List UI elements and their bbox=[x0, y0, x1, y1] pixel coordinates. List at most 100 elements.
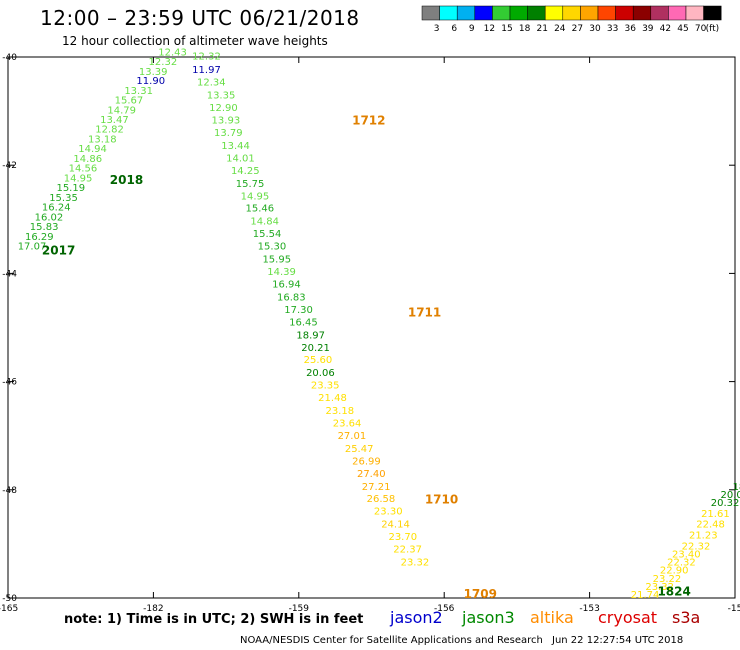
wave-height-value: 21.61 bbox=[701, 509, 730, 520]
wave-height-value: 23.35 bbox=[311, 381, 340, 392]
wave-height-value: 12.34 bbox=[197, 78, 226, 89]
legend-label: 42 bbox=[660, 24, 671, 34]
wave-height-value: 27.01 bbox=[338, 431, 367, 442]
lon-label: -15 bbox=[728, 604, 740, 614]
legend-label: 30 bbox=[589, 24, 601, 34]
wave-height-value: 20.06 bbox=[306, 368, 335, 379]
wave-height-value: 14.94 bbox=[78, 144, 107, 155]
lon-label: -165 bbox=[0, 604, 18, 614]
wave-height-value: 12.32 bbox=[192, 52, 221, 63]
wave-height-value: 15.95 bbox=[262, 255, 291, 266]
lat-label: -44 bbox=[2, 269, 17, 279]
altimeter-track: 12.4312.3213.3911.9013.3115.6714.7913.47… bbox=[18, 47, 187, 257]
lat-label: -46 bbox=[2, 378, 17, 388]
wave-height-value: 23.32 bbox=[401, 558, 430, 569]
legend-label: 9 bbox=[469, 24, 475, 34]
wave-height-value: 14.56 bbox=[69, 164, 98, 175]
wave-height-value: 16.83 bbox=[277, 292, 306, 303]
wave-height-value: 12.90 bbox=[209, 103, 238, 114]
wave-height-value: 20.09 bbox=[720, 490, 740, 501]
units-note: note: 1) Time is in UTC; 2) SWH is in fe… bbox=[64, 612, 364, 627]
wave-height-value: 11.90 bbox=[136, 76, 165, 87]
wave-height-value: 23.64 bbox=[333, 419, 362, 430]
wave-height-value: 15.46 bbox=[245, 204, 274, 215]
satellite-label-jason2: jason2 bbox=[390, 608, 443, 627]
credit-line: NOAA/NESDIS Center for Satellite Applica… bbox=[240, 635, 543, 646]
generated-timestamp: Jun 22 12:27:54 UTC 2018 bbox=[552, 635, 684, 646]
wave-height-value: 15.19 bbox=[56, 183, 85, 194]
wave-height-value: 14.01 bbox=[226, 153, 255, 164]
legend-label: 24 bbox=[554, 24, 566, 34]
cycle-label: 2017 bbox=[42, 243, 75, 257]
wave-height-value: 16.29 bbox=[25, 232, 54, 243]
wave-height-value: 13.35 bbox=[207, 91, 236, 102]
legend-label: 33 bbox=[607, 24, 618, 34]
wave-height-value: 20.32 bbox=[711, 498, 740, 509]
wave-height-value: 15.35 bbox=[49, 193, 78, 204]
map-frame bbox=[7, 56, 736, 599]
wave-height-value: 18.97 bbox=[296, 330, 325, 341]
wave-height-value: 13.39 bbox=[139, 67, 168, 78]
wave-height-value: 18.27 bbox=[733, 482, 740, 493]
satellite-label-s3a: s3a bbox=[672, 608, 701, 627]
legend-swatch bbox=[703, 5, 722, 21]
wave-height-value: 23.40 bbox=[672, 549, 701, 560]
lon-label: -153 bbox=[579, 604, 599, 614]
lon-label: -159 bbox=[289, 604, 310, 614]
legend-label: 70 bbox=[695, 24, 707, 34]
wave-height-value: 23.32 bbox=[645, 582, 674, 593]
wave-height-value: 24.14 bbox=[381, 520, 410, 531]
lat-label: -40 bbox=[2, 53, 17, 63]
wave-height-value: 16.02 bbox=[35, 212, 64, 223]
satellite-label-jason3: jason3 bbox=[462, 608, 515, 627]
legend-unit: (ft) bbox=[706, 24, 720, 34]
map-title: 12:00 – 23:59 UTC 06/21/2018 bbox=[40, 6, 360, 30]
wave-height-value: 22.48 bbox=[696, 520, 725, 531]
lon-label: -182 bbox=[143, 604, 163, 614]
wave-height-value: 11.97 bbox=[192, 65, 221, 76]
wave-height-value: 13.47 bbox=[100, 115, 129, 126]
wave-height-value: 13.93 bbox=[212, 116, 241, 127]
wave-height-value: 21.48 bbox=[318, 393, 347, 404]
wave-height-value: 15.67 bbox=[115, 96, 144, 107]
wave-height-value: 27.40 bbox=[357, 469, 386, 480]
map-subtitle: 12 hour collection of altimeter wave hei… bbox=[62, 34, 328, 48]
legend-label: 45 bbox=[677, 24, 688, 34]
cycle-label: 1710 bbox=[425, 492, 458, 506]
cycle-label: 1709 bbox=[464, 587, 497, 601]
wave-height-value: 14.95 bbox=[241, 191, 270, 202]
cycle-label: 2018 bbox=[110, 173, 143, 187]
color-scale-legend: 3 6 9 12 15 18 21 24 27 30 33 36 39 42 45 70 (ft) bbox=[421, 5, 722, 34]
wave-height-value: 12.43 bbox=[158, 47, 187, 58]
cycle-label: 1824 bbox=[657, 584, 690, 598]
wave-height-value: 14.84 bbox=[250, 217, 279, 228]
wave-height-value: 25.47 bbox=[345, 444, 374, 455]
wave-height-value: 13.44 bbox=[221, 141, 250, 152]
wave-height-value: 22.32 bbox=[682, 541, 711, 552]
legend-label: 27 bbox=[572, 24, 583, 34]
wave-height-value: 14.86 bbox=[73, 154, 102, 165]
wave-height-value: 17.07 bbox=[18, 242, 47, 253]
wave-height-value: 14.95 bbox=[64, 173, 93, 184]
wave-height-value: 21.74 bbox=[631, 590, 660, 601]
wave-height-value: 14.25 bbox=[231, 166, 260, 177]
legend-label: 15 bbox=[501, 24, 512, 34]
wave-height-value: 23.30 bbox=[374, 507, 403, 518]
wave-height-value: 12.82 bbox=[95, 125, 124, 136]
wave-height-value: 25.60 bbox=[304, 355, 333, 366]
lon-label: -156 bbox=[434, 604, 455, 614]
legend-label: 39 bbox=[642, 24, 654, 34]
legend-label: 18 bbox=[519, 24, 531, 34]
wave-height-value: 16.94 bbox=[272, 279, 301, 290]
wave-height-value: 13.31 bbox=[124, 86, 153, 97]
altimeter-track: 1817.418.2720.0920.3221.6122.4821.2322.3… bbox=[631, 474, 740, 601]
satellite-label-altika: altika bbox=[530, 608, 574, 627]
wave-height-value: 26.58 bbox=[367, 494, 396, 505]
wave-height-value: 15.83 bbox=[30, 222, 59, 233]
wave-height-value: 20.21 bbox=[301, 343, 330, 354]
wave-height-value: 22.37 bbox=[393, 545, 422, 556]
satellite-label-cryosat: cryosat bbox=[598, 608, 658, 627]
legend-label: 21 bbox=[536, 24, 547, 34]
